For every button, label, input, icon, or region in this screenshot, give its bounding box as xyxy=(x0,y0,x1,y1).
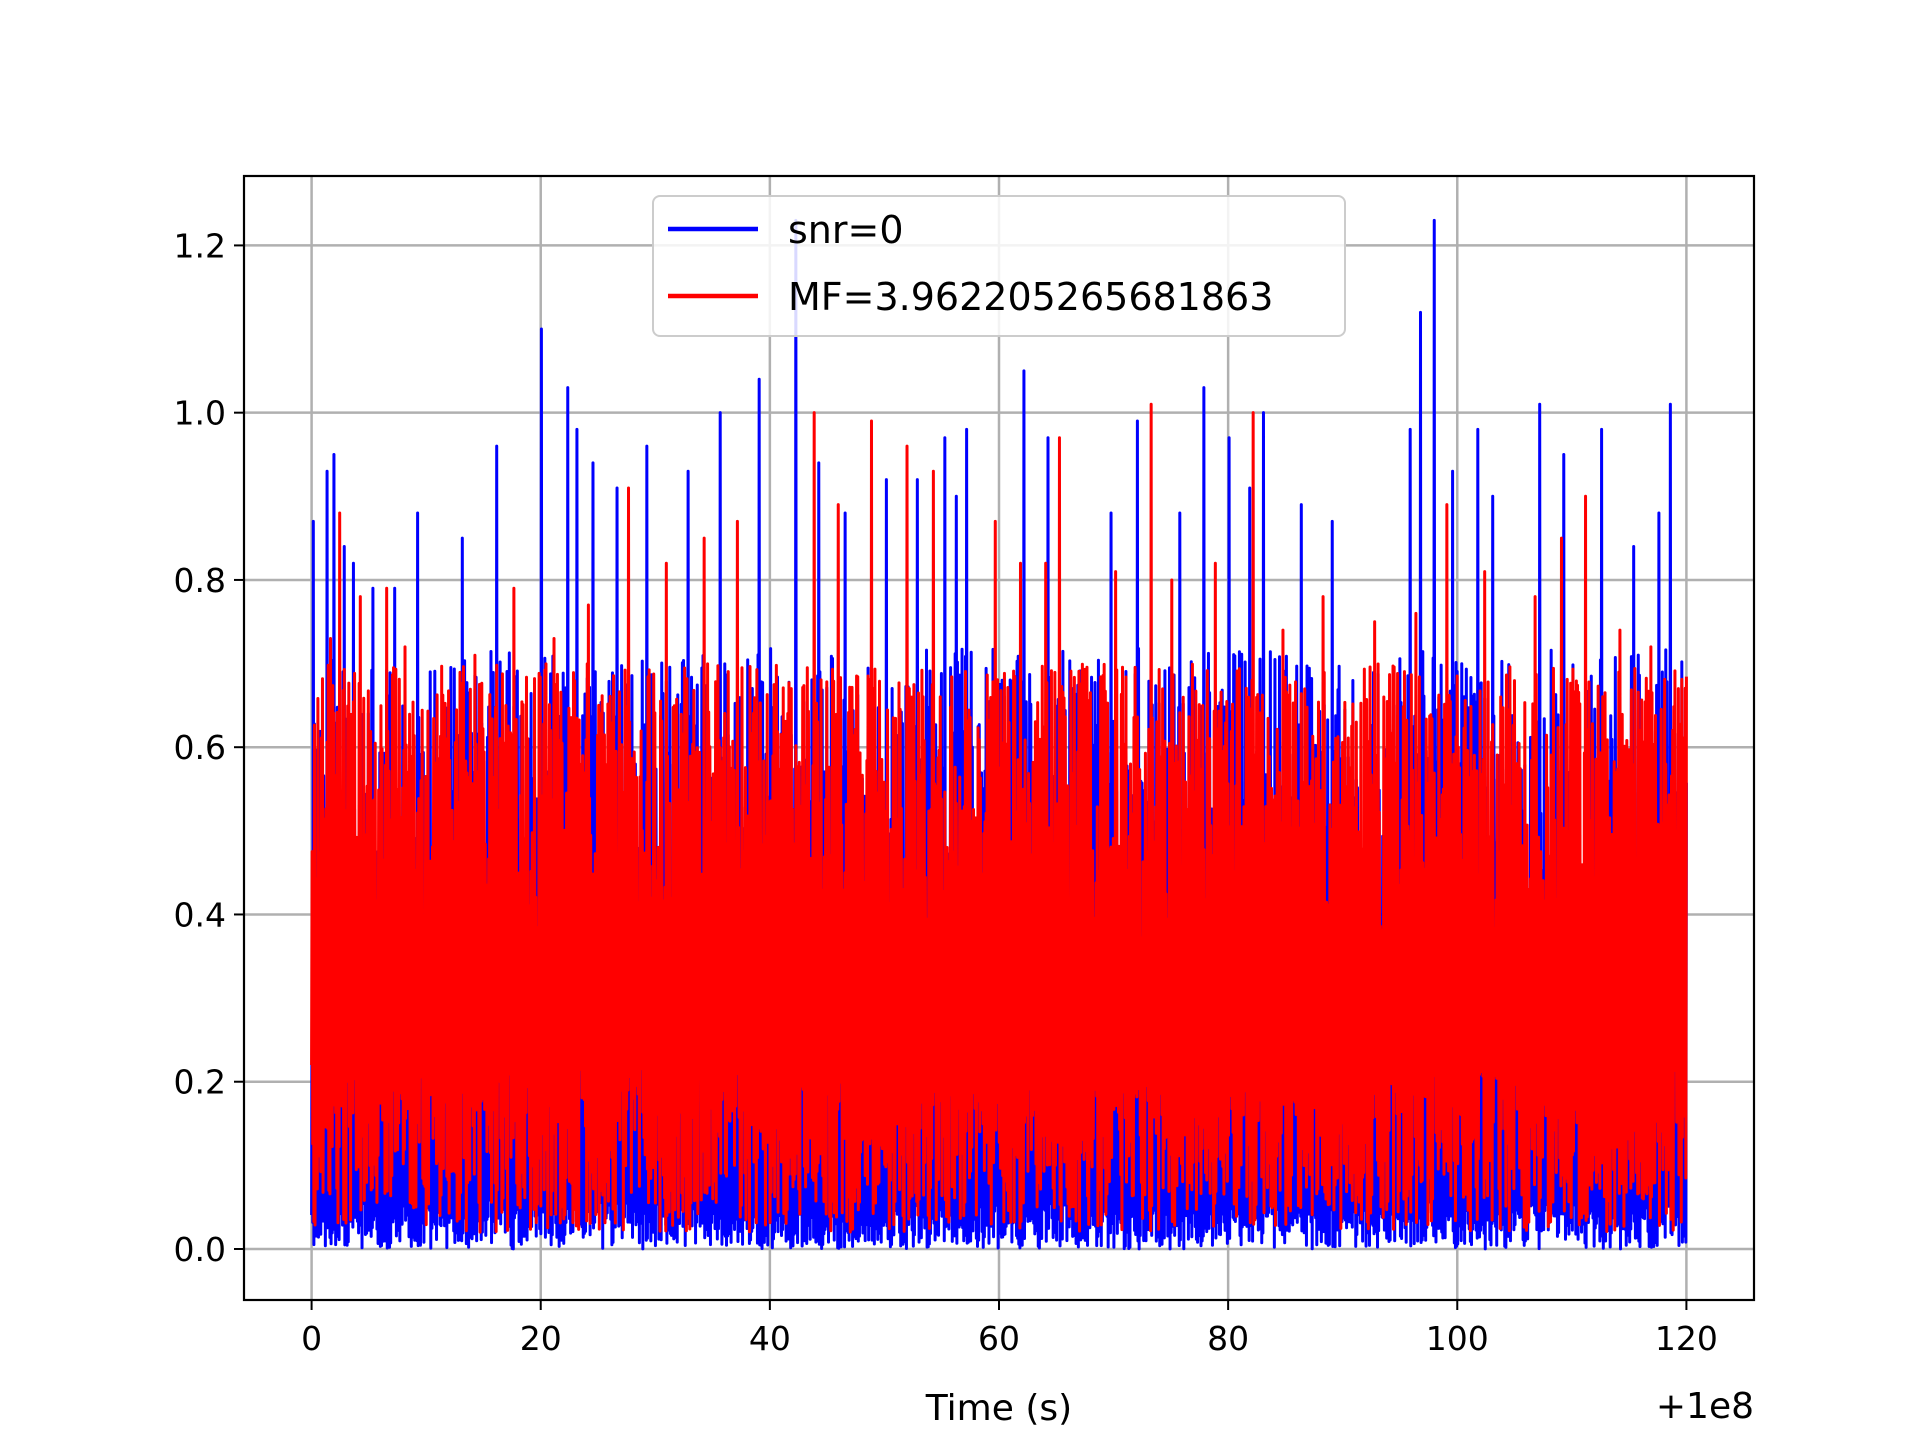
legend-label-snr: snr=0 xyxy=(788,208,904,252)
x-tick-label: 60 xyxy=(978,1319,1020,1358)
x-axis-offset: +1e8 xyxy=(1656,1386,1754,1427)
y-tick-label: 1.0 xyxy=(174,394,226,433)
x-axis-title: Time (s) xyxy=(925,1388,1072,1429)
y-tick-label: 0.4 xyxy=(174,895,226,934)
axis-ticks: 0 20 40 60 80 100 120 0.0 0.2 0.4 0.6 0.8 1.0 1.2 xyxy=(174,226,1718,1358)
y-tick-label: 0.6 xyxy=(174,728,226,767)
x-tick-label: 80 xyxy=(1207,1319,1249,1358)
legend-label-mf: MF=3.962205265681863 xyxy=(788,275,1273,319)
y-tick-label: 0.8 xyxy=(174,561,226,600)
legend: snr=0 MF=3.962205265681863 xyxy=(652,195,1346,337)
x-tick-label: 20 xyxy=(520,1319,562,1358)
legend-box xyxy=(652,195,1346,337)
x-tick-label: 120 xyxy=(1655,1319,1718,1358)
series-line-mf xyxy=(310,402,1688,1234)
y-tick-label: 0.2 xyxy=(174,1063,226,1102)
series-layer xyxy=(310,218,1688,1251)
x-tick-label: 0 xyxy=(301,1319,322,1358)
y-tick-label: 0.0 xyxy=(174,1230,226,1269)
x-tick-label: 40 xyxy=(749,1319,791,1358)
y-tick-label: 1.2 xyxy=(174,226,226,265)
x-tick-label: 100 xyxy=(1426,1319,1489,1358)
